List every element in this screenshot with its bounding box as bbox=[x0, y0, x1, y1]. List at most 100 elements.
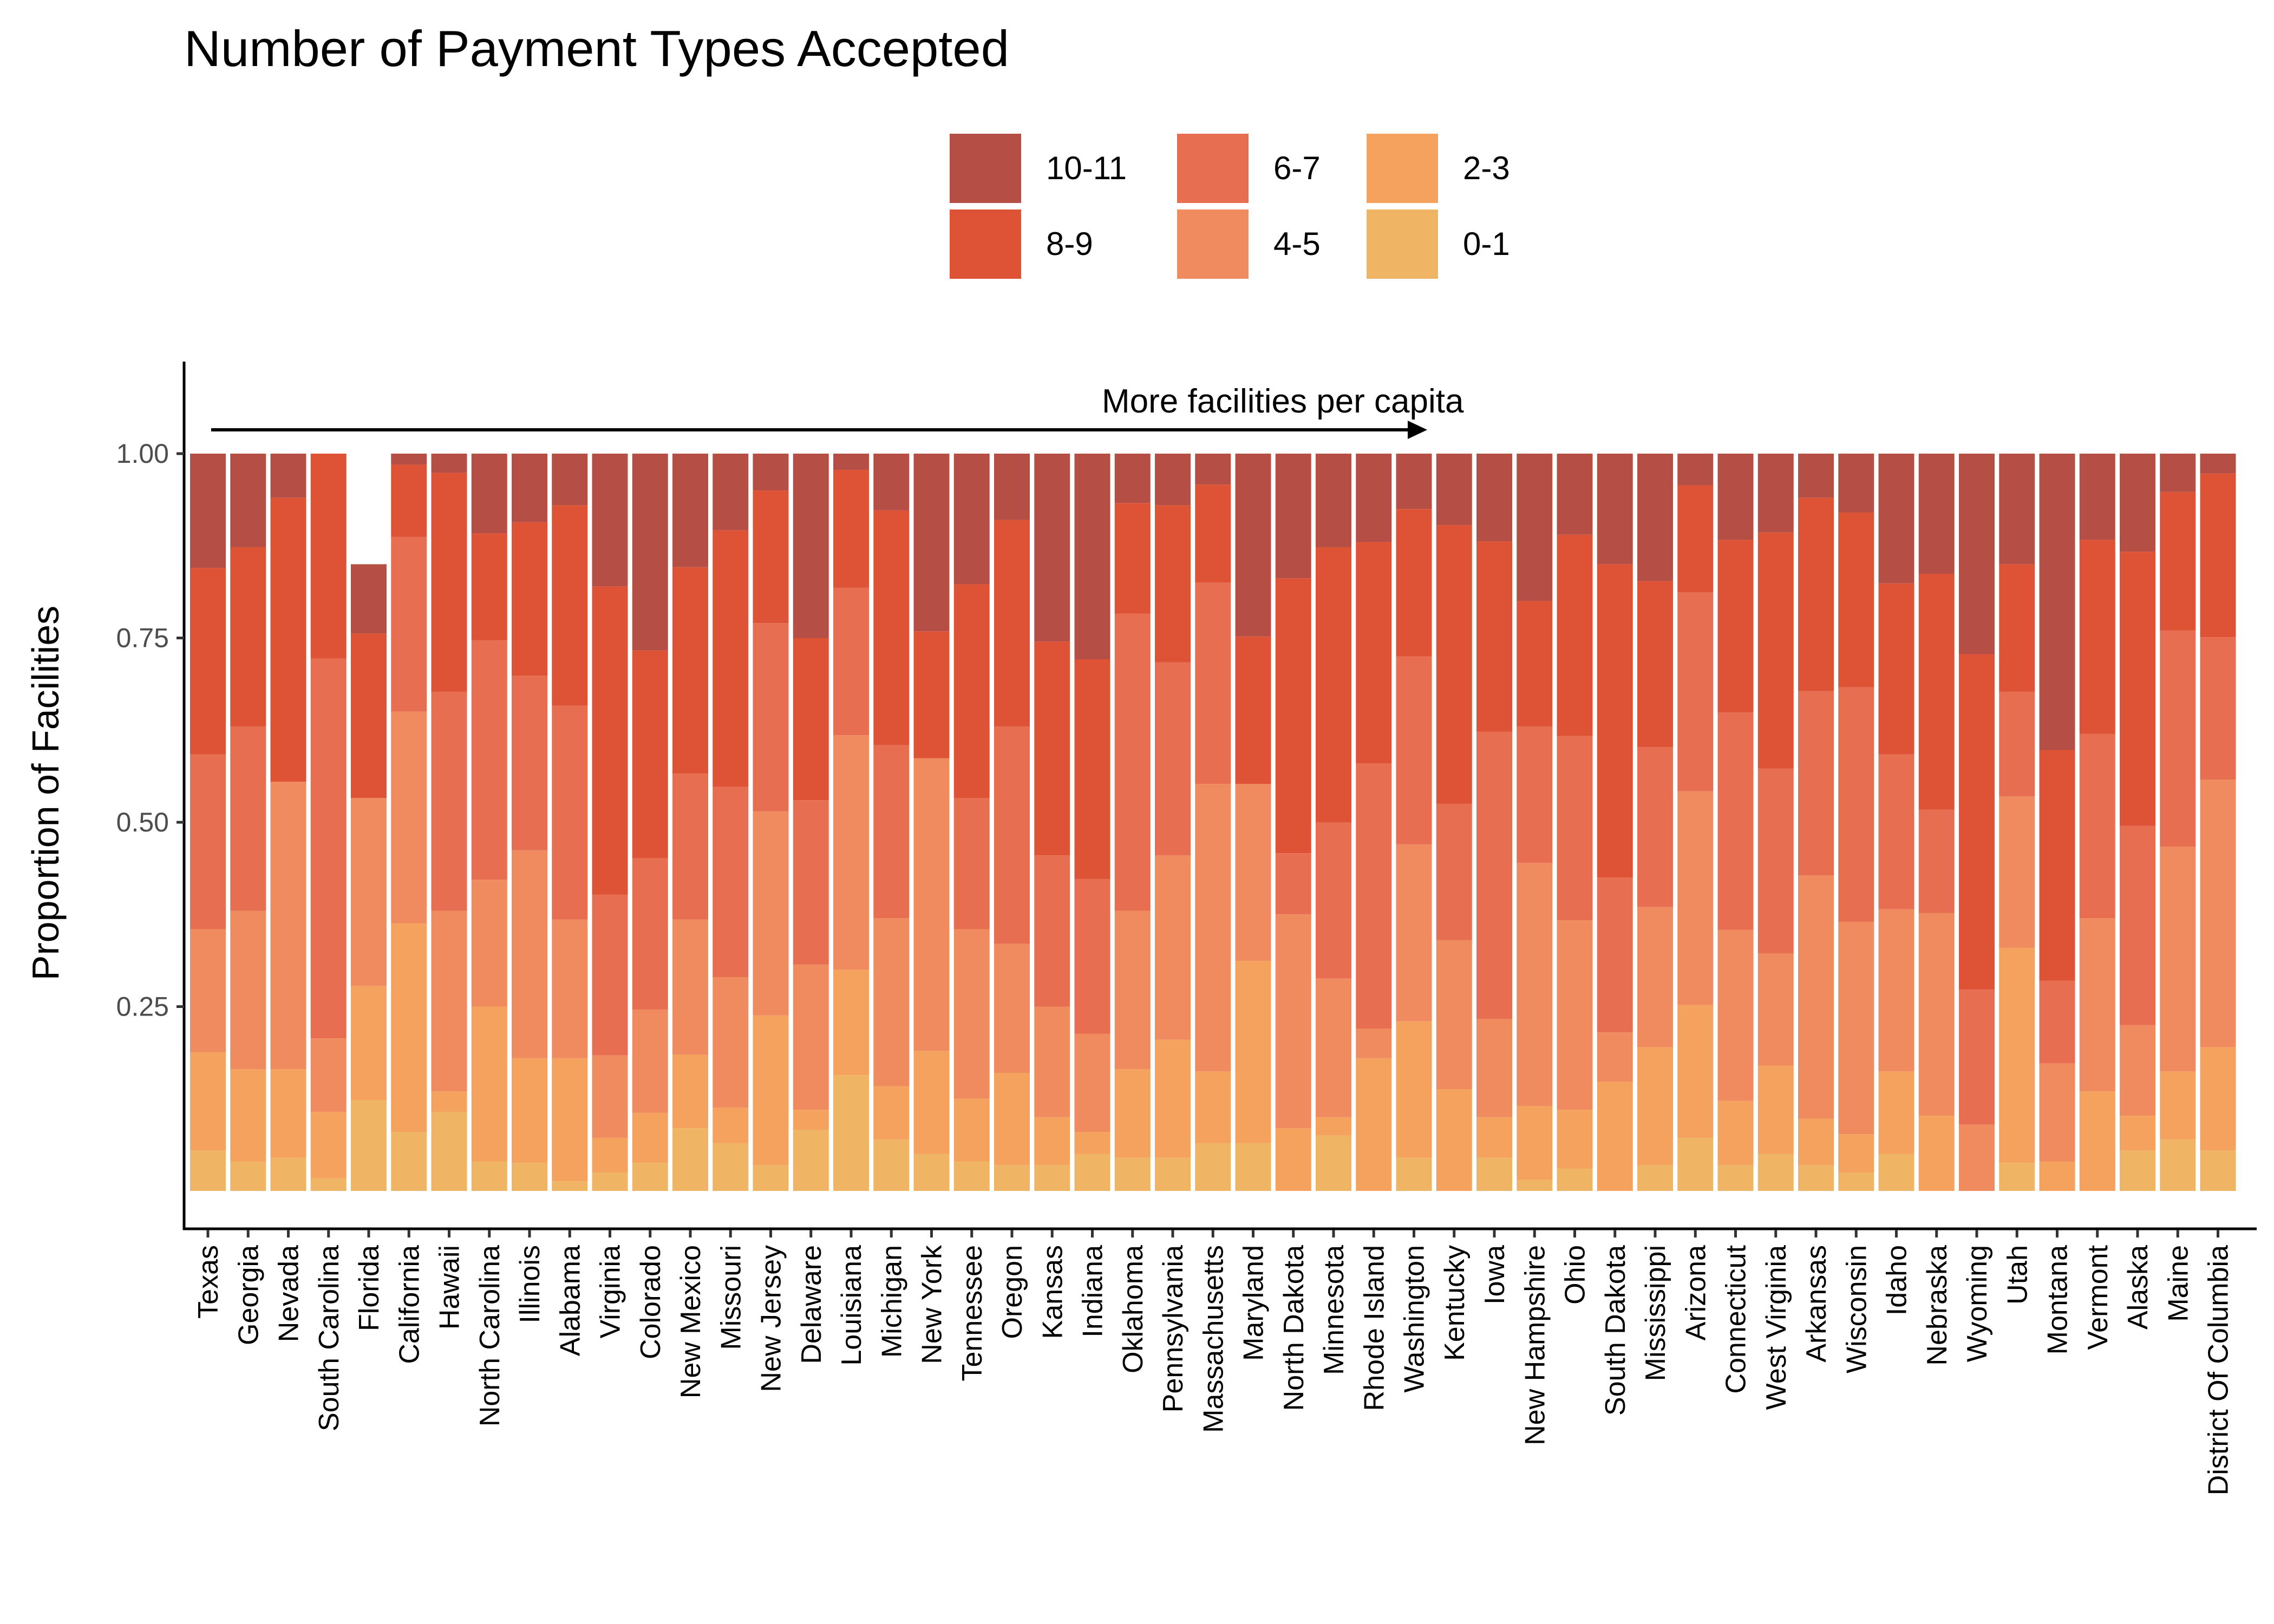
x-tick-label: Louisiana bbox=[836, 1245, 867, 1366]
bar-stack bbox=[2200, 454, 2236, 1191]
legend-key bbox=[1175, 132, 1251, 205]
x-tick-label: Alaska bbox=[2122, 1245, 2154, 1330]
x-tick-label: Washington bbox=[1399, 1245, 1430, 1393]
legend-item: 2-3 bbox=[1364, 132, 1510, 205]
bar-segment-8-9 bbox=[753, 490, 789, 624]
bar-segment-0-1 bbox=[1034, 1165, 1070, 1191]
bar-segment-4-5 bbox=[1637, 907, 1673, 1047]
bar-segment-0-1 bbox=[1677, 1137, 1714, 1191]
bar-segment-6-7 bbox=[1717, 712, 1754, 930]
bar-segment-0-1 bbox=[2200, 1150, 2236, 1191]
bar-segment-8-9 bbox=[2039, 750, 2075, 981]
bar-segment-8-9 bbox=[1436, 525, 1472, 804]
bar-segment-0-1 bbox=[1999, 1163, 2035, 1191]
bar-stack bbox=[1034, 454, 1070, 1191]
bar-stack bbox=[672, 454, 708, 1191]
bar-segment-8-9 bbox=[1396, 509, 1432, 657]
legend: 10-11 8-9 6-7 4-5 2-3 0-1 bbox=[948, 132, 1510, 281]
x-tick-label: Georgia bbox=[233, 1245, 264, 1345]
x-tick-label: Missouri bbox=[715, 1245, 747, 1350]
bar-segment-8-9 bbox=[2200, 473, 2236, 638]
bar-segment-2-3 bbox=[310, 1112, 347, 1178]
bar-segment-8-9 bbox=[1476, 541, 1512, 732]
bar-stack bbox=[913, 454, 950, 1191]
bar-segment-4-5 bbox=[1878, 909, 1914, 1072]
bar-segment-10-11 bbox=[632, 454, 668, 651]
legend-key bbox=[1364, 207, 1440, 281]
bar-segment-2-3 bbox=[1235, 961, 1271, 1143]
bar-segment-10-11 bbox=[270, 454, 306, 498]
bar-segment-4-5 bbox=[994, 944, 1030, 1073]
bar-segment-6-7 bbox=[1677, 592, 1714, 791]
bar-segment-8-9 bbox=[1637, 581, 1673, 748]
bar-segment-2-3 bbox=[873, 1086, 910, 1140]
bar-stack bbox=[1275, 454, 1311, 1191]
annotation-arrow-group: More facilities per capita bbox=[211, 383, 1464, 439]
bar-segment-2-3 bbox=[1034, 1117, 1070, 1165]
bar-segment-2-3 bbox=[512, 1058, 547, 1163]
bar-stack bbox=[1597, 454, 1633, 1191]
bar-segment-8-9 bbox=[1757, 532, 1794, 769]
bar-stack bbox=[1396, 454, 1432, 1191]
bar-segment-8-9 bbox=[431, 473, 467, 692]
bar-segment-10-11 bbox=[2200, 454, 2236, 474]
bar-segment-6-7 bbox=[1356, 763, 1392, 1029]
bar-segment-4-5 bbox=[1235, 784, 1271, 961]
bar-segment-2-3 bbox=[1316, 1117, 1351, 1136]
bar-segment-4-5 bbox=[1717, 929, 1754, 1101]
bar-segment-8-9 bbox=[793, 638, 829, 801]
bar-segment-10-11 bbox=[1396, 454, 1432, 509]
bar-stack bbox=[632, 454, 668, 1191]
legend-label: 4-5 bbox=[1273, 226, 1321, 262]
x-tick-label: Colorado bbox=[635, 1245, 666, 1359]
bar-segment-0-1 bbox=[1798, 1165, 1834, 1191]
bar-segment-2-3 bbox=[1597, 1082, 1633, 1191]
bar-segment-6-7 bbox=[310, 658, 347, 1039]
bar-segment-2-3 bbox=[1637, 1047, 1673, 1165]
bar-segment-8-9 bbox=[552, 505, 588, 706]
bar-segment-2-3 bbox=[592, 1137, 628, 1173]
bar-segment-6-7 bbox=[190, 754, 226, 929]
bar-segment-4-5 bbox=[1114, 911, 1151, 1070]
bar-segment-0-1 bbox=[833, 1075, 869, 1191]
x-tick-label: Indiana bbox=[1077, 1245, 1109, 1338]
bar-segment-8-9 bbox=[471, 533, 507, 640]
bar-segment-0-1 bbox=[592, 1172, 628, 1191]
bar-segment-4-5 bbox=[2200, 780, 2236, 1047]
bar-segment-0-1 bbox=[753, 1165, 789, 1191]
bar-stack bbox=[1918, 454, 1955, 1191]
bar-stack bbox=[552, 454, 588, 1191]
y-tick-label: 0.75 bbox=[116, 623, 169, 653]
bar-segment-4-5 bbox=[1356, 1029, 1392, 1058]
bar-segment-4-5 bbox=[2160, 846, 2196, 1072]
bar-segment-4-5 bbox=[833, 735, 869, 970]
bar-stack bbox=[953, 454, 990, 1191]
bar-segment-8-9 bbox=[1798, 497, 1834, 691]
bar-segment-8-9 bbox=[190, 568, 226, 755]
bar-stack bbox=[471, 454, 507, 1191]
x-tick-label: Minnesota bbox=[1318, 1245, 1350, 1375]
bar-segment-0-1 bbox=[713, 1143, 749, 1191]
legend-item: 0-1 bbox=[1364, 207, 1510, 281]
x-tick-label: District Of Columbia bbox=[2203, 1245, 2234, 1495]
bar-segment-6-7 bbox=[1476, 731, 1512, 1019]
plot-area: More facilities per capita 0.25 0.50 0.75 1… bbox=[24, 362, 2257, 1495]
x-tick-label: Illinois bbox=[514, 1245, 546, 1324]
bar-segment-0-1 bbox=[230, 1161, 266, 1191]
bar-segment-0-1 bbox=[270, 1157, 306, 1191]
bar-segment-4-5 bbox=[632, 1009, 668, 1113]
bar-segment-2-3 bbox=[2160, 1071, 2196, 1140]
bar-segment-4-5 bbox=[431, 911, 467, 1092]
bar-segment-10-11 bbox=[1959, 454, 1995, 654]
bar-segment-0-1 bbox=[431, 1112, 467, 1191]
legend-item: 10-11 bbox=[948, 132, 1127, 205]
x-tick-label: Massachusetts bbox=[1198, 1245, 1229, 1433]
x-tick-label: Alabama bbox=[554, 1245, 586, 1356]
bar-stack bbox=[2160, 454, 2196, 1191]
x-tick-label: Iowa bbox=[1479, 1245, 1511, 1305]
bar-segment-0-1 bbox=[1757, 1154, 1794, 1191]
y-tick-label: 0.50 bbox=[116, 807, 169, 837]
bar-segment-6-7 bbox=[1838, 687, 1874, 922]
y-axis-ticks: 0.25 0.50 0.75 1.00 bbox=[116, 438, 184, 1022]
bar-stack bbox=[1195, 454, 1231, 1191]
